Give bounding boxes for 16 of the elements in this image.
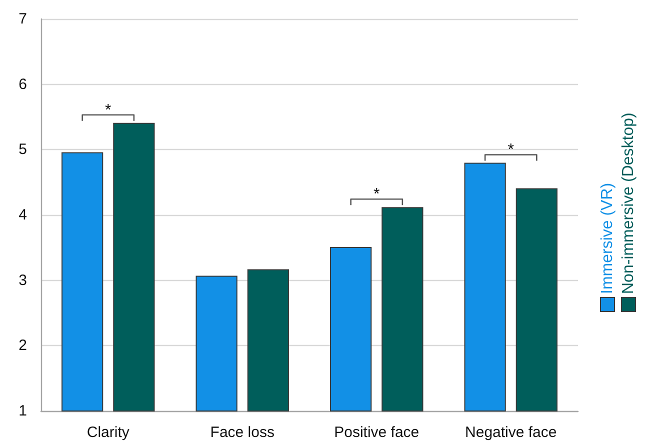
x-tick-label: Face loss	[210, 424, 274, 441]
y-tick-label: 7	[18, 10, 27, 28]
text: Immersive (VR)	[598, 182, 616, 294]
x-tick-label: Positive face	[334, 424, 420, 441]
y-tick-label: 5	[18, 141, 27, 158]
x-tick-label: Clarity	[86, 424, 130, 441]
y-tick-label: 4	[18, 206, 27, 224]
text: Non-immersive (Desktop)	[620, 112, 636, 294]
annotation: *	[105, 102, 112, 119]
annotation: *	[508, 142, 514, 159]
y-tick-label: 6	[18, 76, 27, 93]
x-tick-label: Negative face	[465, 424, 557, 441]
annotation: *	[374, 186, 380, 204]
y-tick-label: 3	[18, 272, 27, 289]
y-tick-label: 2	[18, 337, 27, 354]
y-tick-label: 1	[18, 402, 27, 420]
